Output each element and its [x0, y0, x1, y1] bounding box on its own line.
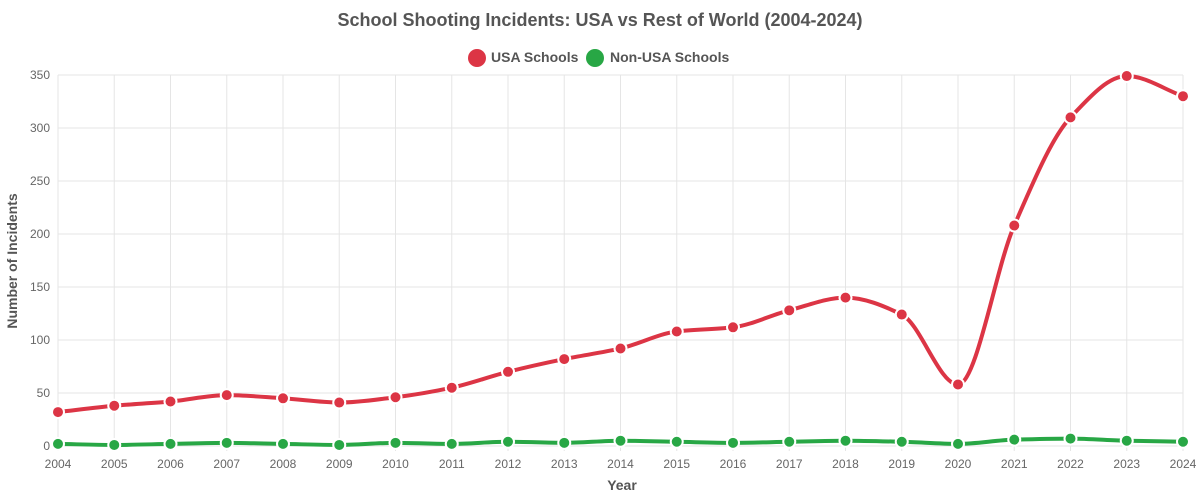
y-tick-label: 300	[30, 121, 50, 135]
data-point-usa[interactable]	[276, 391, 290, 406]
x-tick-label: 2013	[551, 457, 578, 471]
legend-item-usa[interactable]: USA Schools	[468, 49, 579, 67]
x-tick-label: 2007	[213, 457, 240, 471]
data-point-non-usa[interactable]	[444, 436, 459, 451]
data-point-usa[interactable]	[51, 405, 65, 420]
data-point-non-usa[interactable]	[388, 435, 403, 450]
legend-swatch-non-usa	[586, 49, 604, 67]
y-tick-label: 150	[30, 280, 50, 294]
data-point-usa[interactable]	[501, 364, 515, 379]
data-point-non-usa[interactable]	[1063, 431, 1078, 446]
y-tick-label: 100	[30, 333, 50, 347]
x-tick-label: 2022	[1057, 457, 1084, 471]
data-point-usa[interactable]	[444, 380, 459, 395]
data-point-usa[interactable]	[951, 377, 965, 392]
x-tick-label: 2018	[832, 457, 859, 471]
data-point-usa[interactable]	[219, 388, 234, 403]
data-point-usa[interactable]	[557, 352, 572, 367]
x-tick-label: 2019	[888, 457, 915, 471]
data-point-usa[interactable]	[894, 307, 909, 322]
data-point-non-usa[interactable]	[501, 434, 515, 449]
data-point-non-usa[interactable]	[669, 434, 684, 449]
x-tick-label: 2023	[1113, 457, 1140, 471]
x-tick-label: 2010	[382, 457, 409, 471]
x-tick-label: 2004	[45, 457, 72, 471]
y-tick-label: 0	[43, 439, 50, 453]
data-point-non-usa[interactable]	[838, 433, 853, 448]
x-tick-label: 2008	[270, 457, 297, 471]
legend-swatch-usa	[468, 49, 486, 67]
y-tick-label: 200	[30, 227, 50, 241]
x-tick-label: 2017	[776, 457, 803, 471]
data-point-non-usa[interactable]	[1007, 432, 1022, 447]
data-point-usa[interactable]	[1007, 218, 1022, 233]
data-point-usa[interactable]	[332, 395, 347, 410]
data-point-non-usa[interactable]	[107, 437, 122, 452]
x-axis-title: Year	[607, 477, 637, 493]
x-tick-label: 2012	[495, 457, 522, 471]
x-axis-ticks: 2004 2005 2006 2007 2008 2009 2010 2011 2012 2013…	[45, 457, 1197, 471]
series-usa	[51, 69, 1190, 420]
y-tick-label: 50	[37, 386, 51, 400]
data-point-non-usa[interactable]	[219, 435, 234, 450]
data-point-non-usa[interactable]	[613, 433, 628, 448]
data-point-usa[interactable]	[782, 303, 797, 318]
data-point-non-usa[interactable]	[951, 436, 965, 451]
data-point-usa[interactable]	[1119, 69, 1134, 84]
series-non-usa	[51, 431, 1190, 452]
data-point-usa[interactable]	[1063, 110, 1078, 125]
x-tick-label: 2024	[1170, 457, 1197, 471]
x-tick-label: 2006	[157, 457, 184, 471]
x-tick-label: 2021	[1001, 457, 1028, 471]
data-point-usa[interactable]	[726, 320, 740, 335]
legend: USA Schools Non-USA Schools	[468, 49, 729, 67]
x-tick-label: 2020	[945, 457, 972, 471]
x-tick-label: 2005	[101, 457, 128, 471]
data-point-usa[interactable]	[107, 398, 122, 413]
data-point-non-usa[interactable]	[894, 434, 909, 449]
data-point-usa[interactable]	[1176, 89, 1190, 104]
data-point-non-usa[interactable]	[51, 436, 65, 451]
y-axis-title: Number of Incidents	[4, 193, 20, 329]
data-point-non-usa[interactable]	[557, 435, 572, 450]
y-tick-label: 250	[30, 174, 50, 188]
data-point-usa[interactable]	[388, 390, 403, 405]
data-point-non-usa[interactable]	[1176, 434, 1190, 449]
y-tick-label: 350	[30, 68, 50, 82]
legend-label-usa: USA Schools	[491, 49, 579, 65]
x-tick-label: 2015	[663, 457, 690, 471]
data-point-usa[interactable]	[838, 290, 853, 305]
series-layer	[51, 69, 1190, 452]
legend-item-non-usa[interactable]: Non-USA Schools	[586, 49, 729, 67]
x-tick-label: 2009	[326, 457, 353, 471]
data-point-usa[interactable]	[613, 341, 628, 356]
data-point-non-usa[interactable]	[332, 437, 347, 452]
data-point-non-usa[interactable]	[1119, 433, 1134, 448]
data-point-usa[interactable]	[669, 324, 684, 339]
data-point-non-usa[interactable]	[782, 434, 797, 449]
legend-label-non-usa: Non-USA Schools	[610, 49, 729, 65]
chart-title: School Shooting Incidents: USA vs Rest o…	[337, 10, 862, 30]
data-point-non-usa[interactable]	[726, 435, 740, 450]
x-tick-label: 2016	[720, 457, 747, 471]
x-tick-label: 2014	[607, 457, 634, 471]
data-point-usa[interactable]	[163, 394, 178, 409]
data-point-non-usa[interactable]	[276, 436, 290, 451]
data-point-non-usa[interactable]	[163, 436, 178, 451]
x-tick-label: 2011	[439, 457, 465, 471]
y-axis-ticks: 0 50 100 150 200 250 300 350	[30, 68, 50, 453]
